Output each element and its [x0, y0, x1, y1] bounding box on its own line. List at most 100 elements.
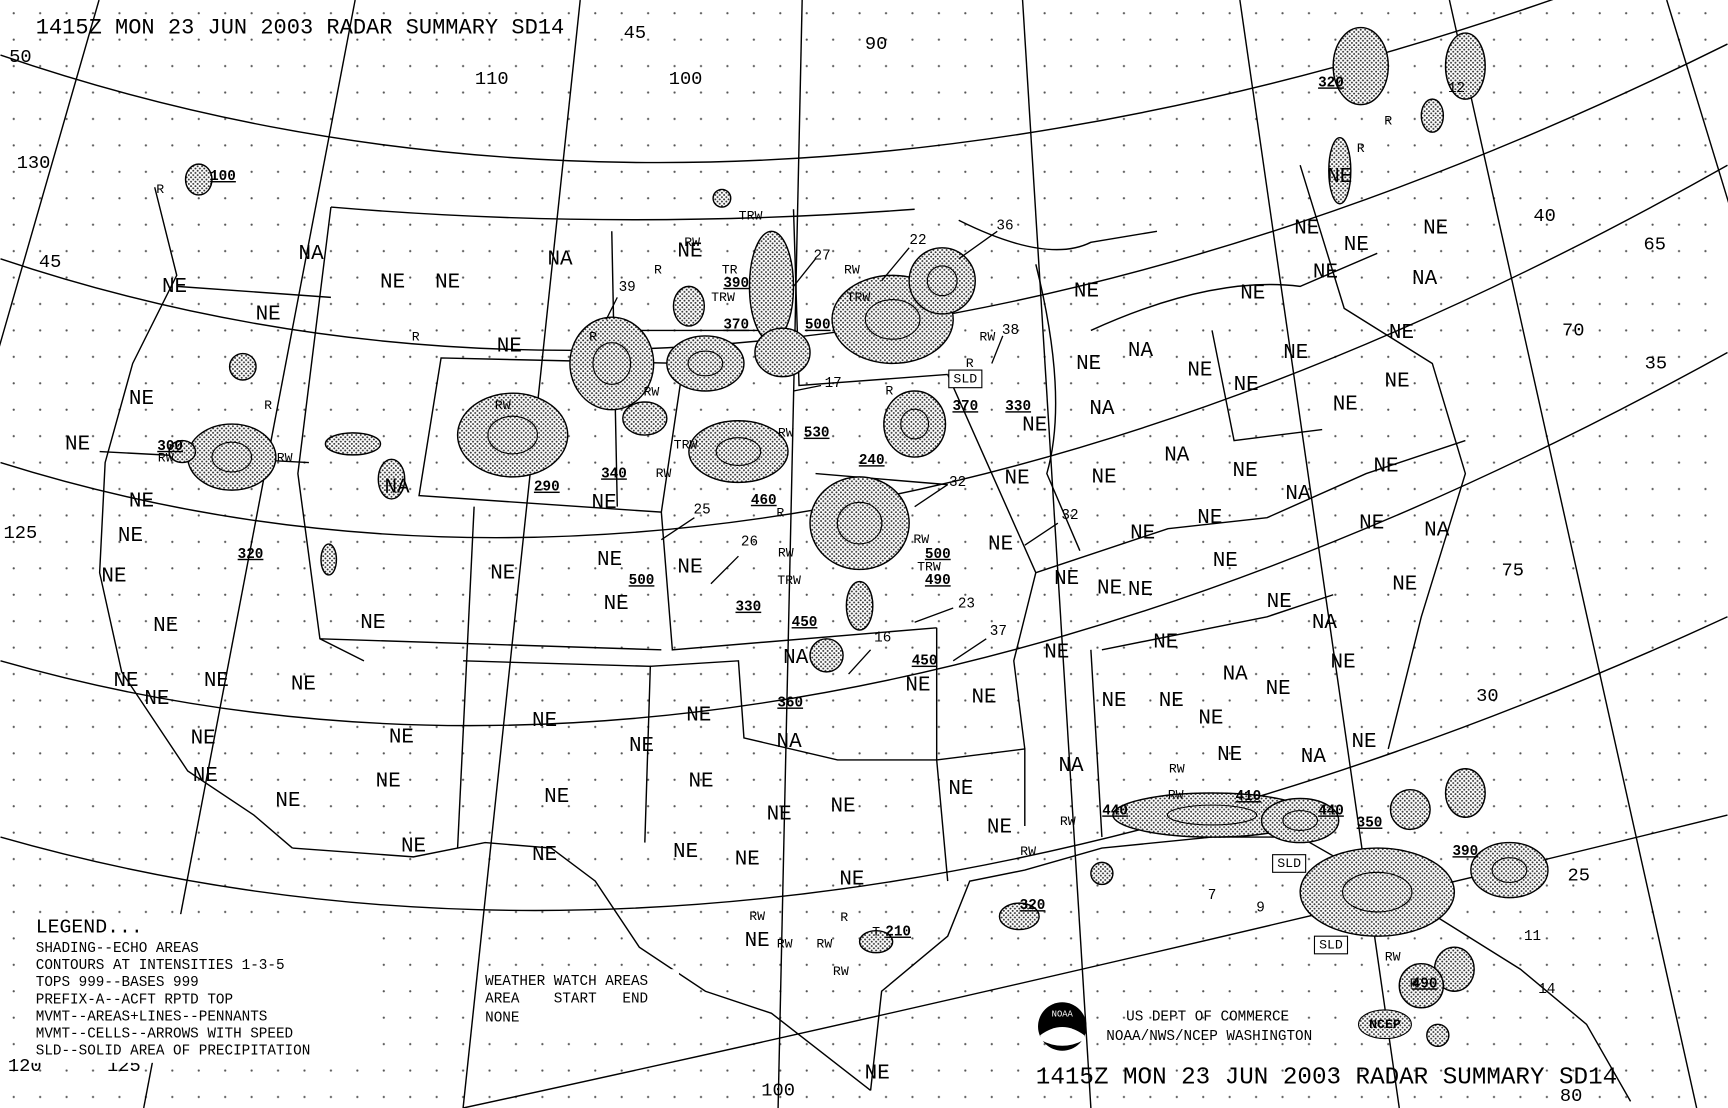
echo-area [883, 390, 947, 458]
cell-speed: 9 [1256, 900, 1265, 916]
echo-area [1444, 32, 1486, 100]
station-label: NE [1240, 283, 1265, 306]
echo-top: 290 [534, 480, 560, 496]
precip-type: RW [979, 330, 995, 345]
station-label: NA [777, 731, 803, 754]
movement-arrow [1024, 522, 1059, 546]
station-label: NE [865, 1062, 890, 1085]
station-label: NE [831, 796, 856, 819]
station-label: NE [745, 930, 770, 953]
precip-type: RW [1060, 814, 1076, 829]
station-label: NE [376, 770, 401, 793]
grid-label: 40 [1533, 205, 1555, 227]
precip-type: T [872, 924, 880, 939]
station-label: NA [1285, 483, 1311, 506]
station-label: NE [1101, 690, 1126, 713]
agency-line: NOAA/NWS/NCEP WASHINGTON [1106, 1029, 1312, 1045]
station-label: NE [490, 562, 515, 585]
station-label: NE [1331, 651, 1356, 674]
grid-label: 110 [475, 68, 509, 90]
movement-arrow [792, 258, 817, 287]
station-label: NE [497, 335, 522, 358]
echo-area [324, 432, 382, 456]
station-label: NE [1022, 415, 1047, 438]
grid-label: 45 [624, 22, 646, 44]
cell-speed: 16 [874, 630, 891, 646]
echo-area [688, 420, 789, 484]
echo-area [845, 580, 874, 631]
echo-area [672, 285, 706, 327]
station-label: NE [988, 534, 1013, 557]
station-label: NE [401, 835, 426, 858]
echo-area [622, 401, 668, 436]
grid-label: 35 [1645, 352, 1667, 374]
echo-contour [1342, 871, 1413, 913]
grid-label: 100 [761, 1079, 795, 1101]
echo-contour [687, 350, 724, 377]
echo-top: 340 [601, 466, 627, 482]
station-label: NE [435, 271, 460, 294]
station-label: NA [1312, 612, 1338, 635]
station-label: NE [839, 868, 864, 891]
station-label: NA [1412, 268, 1438, 291]
echo-top: 240 [859, 453, 885, 469]
legend-line: SHADING--ECHO AREAS [36, 941, 199, 957]
station-label: NE [735, 849, 760, 872]
precip-type: TRW [847, 290, 871, 305]
echo-top: 350 [1357, 816, 1383, 832]
echo-area [809, 476, 910, 571]
station-label: NE [905, 675, 930, 698]
precip-type: R [840, 910, 848, 925]
watch-heading: WEATHER WATCH AREAS [485, 974, 648, 990]
station-label: NE [193, 765, 218, 788]
precip-type: R [654, 262, 662, 277]
precip-type: R [156, 182, 164, 197]
sld-label: SLD [1277, 856, 1301, 871]
station-label: NE [948, 778, 973, 801]
station-label: NE [1076, 353, 1101, 376]
station-label: NE [1374, 455, 1399, 478]
station-label: NE [1385, 371, 1410, 394]
precip-type: R [264, 398, 272, 413]
echo-contour [926, 265, 958, 297]
legend-line: CONTOURS AT INTENSITIES 1-3-5 [36, 958, 285, 974]
station-label: NE [987, 817, 1012, 840]
legend-line: MVMT--AREAS+LINES--PENNANTS [36, 1009, 268, 1025]
movement-arrow [605, 297, 618, 320]
echo-area [1260, 797, 1340, 844]
echo-area [1389, 788, 1431, 831]
echo-area [666, 335, 745, 392]
grid-label: 30 [1476, 685, 1498, 707]
station-label: NE [1313, 262, 1338, 285]
echo-top: 460 [751, 493, 777, 509]
station-label: NE [1217, 744, 1242, 767]
precip-type: R [966, 356, 974, 371]
echo-area [1420, 98, 1445, 133]
watch-box [480, 969, 679, 1030]
cell-speed: 23 [958, 596, 975, 612]
echo-area [228, 352, 257, 381]
station-label: NE [153, 615, 178, 638]
movement-arrow [660, 517, 695, 541]
station-label: NE [677, 557, 702, 580]
meridian [1448, 0, 1698, 1108]
grid-label: 80 [1560, 1085, 1582, 1107]
station-label: NA [384, 476, 410, 499]
station-label: NE [1333, 394, 1358, 417]
echo-top: 360 [777, 695, 803, 711]
echo-top: 440 [1318, 803, 1344, 819]
grid-label: 75 [1501, 559, 1523, 581]
echo-area [1332, 26, 1389, 106]
station-label: NE [544, 786, 569, 809]
cell-speed: 26 [741, 535, 758, 551]
echo-top: 330 [735, 600, 761, 616]
watch-columns: AREA START END [485, 992, 648, 1008]
echo-top: 320 [1020, 898, 1046, 914]
echo-area [858, 929, 894, 954]
movement-arrow [881, 247, 910, 282]
station-label: NA [547, 248, 573, 271]
meridian [462, 0, 581, 1108]
precip-type: TRW [711, 290, 735, 305]
